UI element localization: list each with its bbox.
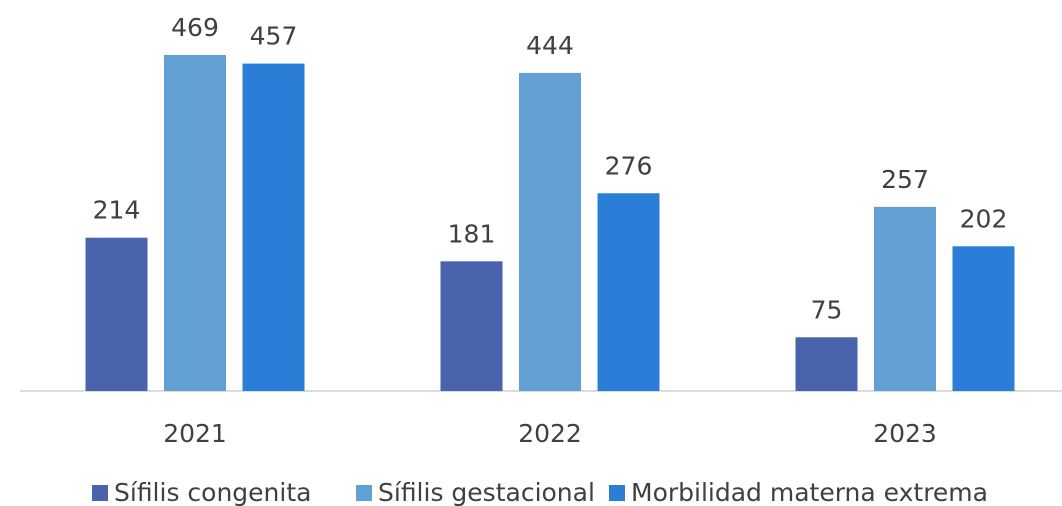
data-label: 276 <box>605 151 653 180</box>
x-tick-label: 2021 <box>163 419 227 448</box>
bar <box>597 193 660 391</box>
bar <box>519 72 581 391</box>
bar <box>874 206 936 391</box>
bar <box>242 63 305 391</box>
legend-swatch <box>92 485 108 501</box>
legend-swatch <box>356 485 372 501</box>
bar <box>85 237 148 391</box>
data-label: 75 <box>811 295 843 324</box>
data-label: 444 <box>526 31 574 60</box>
bar <box>795 337 858 391</box>
legend-label: Morbilidad materna extrema <box>631 478 988 506</box>
legend-label: Sífilis gestacional <box>378 478 595 506</box>
data-label: 457 <box>250 22 298 51</box>
data-label: 469 <box>171 13 219 42</box>
bar <box>440 261 503 391</box>
x-tick-label: 2022 <box>518 419 582 448</box>
bar <box>164 55 226 391</box>
data-label: 202 <box>960 204 1008 233</box>
data-label: 257 <box>881 165 929 194</box>
legend-label: Sífilis congenita <box>114 478 311 506</box>
bar <box>952 246 1015 391</box>
legend-swatch <box>609 485 625 501</box>
x-tick-label: 2023 <box>873 419 937 448</box>
data-label: 181 <box>448 219 496 248</box>
data-label: 214 <box>93 196 141 225</box>
